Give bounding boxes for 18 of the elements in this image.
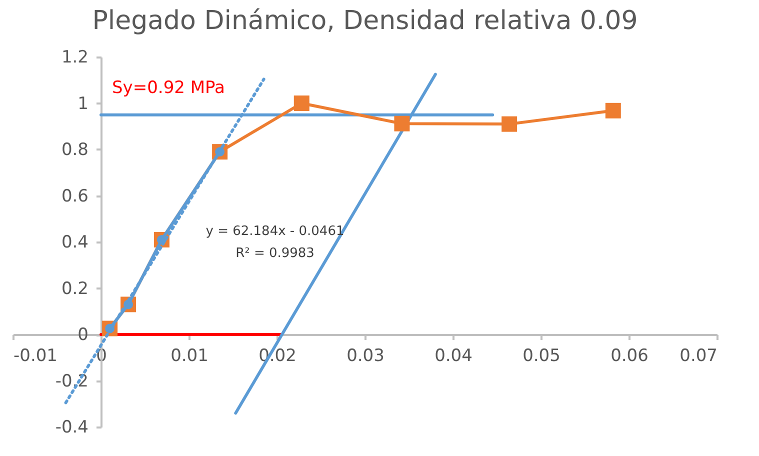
y-tick-label: 0	[78, 325, 88, 345]
y-tick-label: 0.4	[61, 232, 88, 252]
x-tick-label: 0.01	[170, 346, 208, 366]
x-tick-label: 0.05	[522, 346, 560, 366]
y-tick-label: 0.2	[61, 278, 88, 299]
y-tick-label: 1.2	[61, 48, 88, 68]
x-tick-label: 0.03	[346, 346, 384, 366]
chart-title: Plegado Dinámico, Densidad relativa 0.09	[92, 6, 638, 36]
y-tick-label: 0.8	[61, 140, 88, 160]
annotation: R² = 0.9983	[236, 246, 314, 261]
y-tick-label: 0.6	[61, 186, 88, 206]
x-tick-label: -0.01	[14, 346, 58, 366]
x-tick-label: 0.04	[434, 346, 472, 366]
annotation: Sy=0.92 MPa	[112, 78, 225, 98]
y-tick-label: 1	[78, 94, 88, 114]
y-tick-label: -0.4	[55, 418, 88, 438]
x-tick-label: 0.06	[610, 346, 648, 366]
x-tick-label: 0.07	[680, 346, 718, 366]
